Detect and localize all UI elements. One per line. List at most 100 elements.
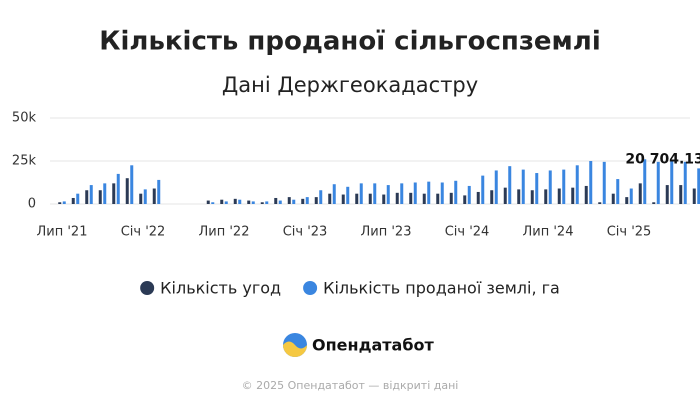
bar [157, 179, 161, 204]
bar [508, 166, 512, 204]
bar [395, 192, 399, 204]
bar [346, 186, 350, 204]
bar [544, 189, 548, 204]
bar [521, 169, 525, 204]
bar [301, 198, 305, 204]
bar [665, 185, 669, 204]
bar [652, 202, 656, 204]
bar [602, 161, 606, 204]
bar [247, 200, 251, 204]
bar [373, 183, 377, 204]
bar [679, 185, 683, 204]
bar [116, 173, 120, 204]
bar [143, 189, 147, 204]
bar [125, 178, 129, 204]
bar [467, 185, 471, 204]
bar [287, 197, 291, 204]
legend-label: Кількість угод [160, 279, 281, 298]
bar [683, 161, 687, 204]
bar [494, 170, 498, 204]
legend-marker [140, 281, 155, 295]
bar [368, 193, 372, 204]
bar [530, 190, 534, 204]
bar [224, 201, 228, 204]
bar [260, 202, 264, 204]
bar [328, 193, 332, 204]
bar [413, 182, 417, 204]
x-tick-label: Лип '22 [199, 225, 250, 240]
bar [517, 189, 521, 204]
bar [103, 183, 107, 204]
bar [535, 173, 539, 204]
bar [206, 200, 210, 204]
bar [382, 194, 386, 204]
bar [571, 187, 575, 204]
x-tick-label: Лип '23 [361, 225, 412, 240]
bar [629, 188, 633, 204]
bar [314, 197, 318, 204]
bar [76, 193, 80, 204]
bar [422, 193, 426, 204]
y-tick-label: 50k [12, 111, 37, 126]
bar [130, 165, 134, 204]
bar [598, 202, 602, 204]
bar [400, 183, 404, 204]
bar [503, 187, 507, 204]
bar [332, 184, 336, 204]
bar [89, 185, 93, 204]
x-tick-label: Січ '22 [121, 225, 166, 240]
bar [220, 199, 224, 204]
bar [692, 188, 696, 204]
bar [265, 201, 269, 204]
brand-logo [283, 333, 307, 357]
bar [611, 193, 615, 204]
bar [436, 193, 440, 204]
bar [670, 160, 674, 204]
bar [341, 194, 345, 204]
bar [427, 181, 431, 204]
bar [359, 183, 363, 204]
bar [386, 185, 390, 204]
bar [355, 193, 359, 204]
bar [98, 190, 102, 204]
bar [319, 190, 323, 204]
bar [58, 202, 62, 204]
bar [490, 190, 494, 204]
bar [638, 183, 642, 204]
bar [454, 180, 458, 204]
legend-label: Кількість проданої землі, га [323, 279, 560, 298]
bar [589, 161, 593, 204]
data-label: 20 704.13 [625, 151, 700, 167]
bar [62, 201, 66, 204]
y-tick-label: 0 [28, 197, 36, 212]
footer: © 2025 Опендатабот — відкриті дані [242, 379, 459, 392]
chart-subtitle: Дані Держгеокадастру [222, 73, 478, 97]
x-tick-label: Січ '24 [445, 225, 490, 240]
bar [233, 198, 237, 204]
bar [584, 185, 588, 204]
bar [71, 197, 75, 204]
bar [440, 182, 444, 204]
bar [278, 200, 282, 204]
bar [274, 197, 278, 204]
bar [616, 179, 620, 204]
bar [305, 197, 309, 204]
bar [251, 201, 255, 204]
bar [449, 192, 453, 204]
bar [112, 183, 116, 204]
bar [481, 175, 485, 204]
bar [292, 199, 296, 204]
bar [139, 193, 143, 204]
brand-name: Опендатабот [312, 336, 435, 355]
bar [548, 170, 552, 204]
bar [211, 202, 215, 204]
bar [476, 191, 480, 204]
x-tick-label: Січ '25 [607, 225, 652, 240]
x-tick-label: Січ '23 [283, 225, 328, 240]
bar [409, 192, 413, 204]
legend-marker [303, 281, 318, 295]
bar [625, 197, 629, 204]
bar [557, 188, 561, 204]
bar [152, 188, 156, 204]
